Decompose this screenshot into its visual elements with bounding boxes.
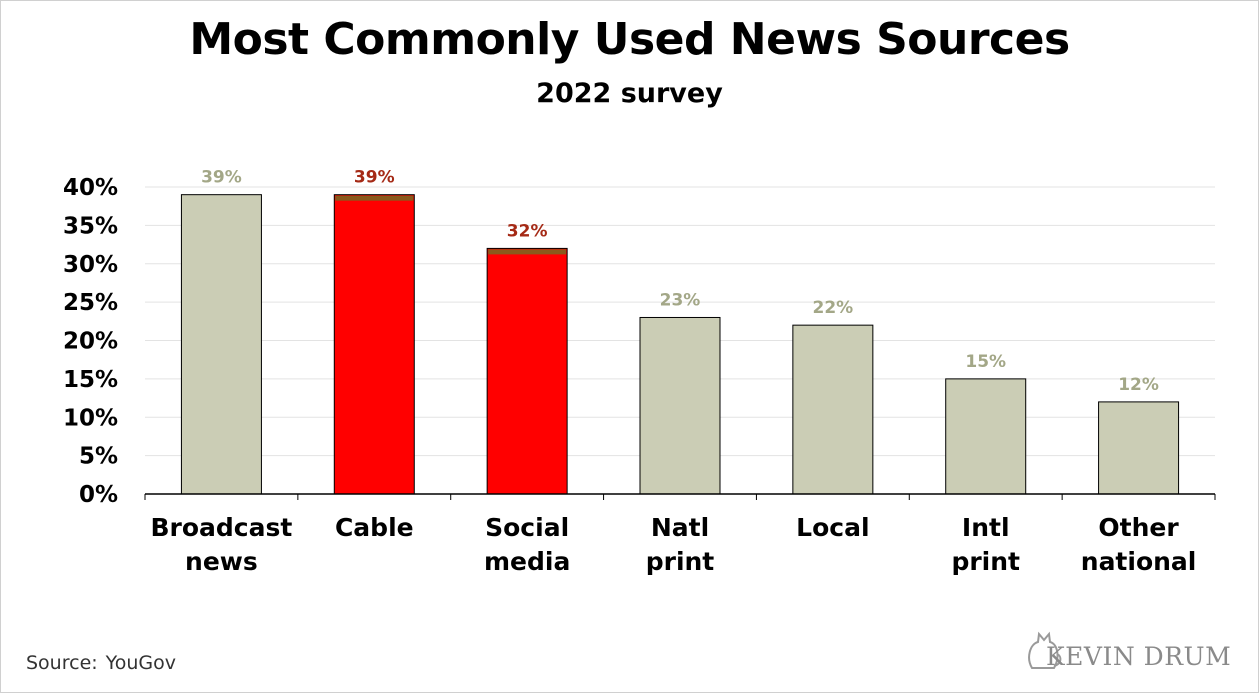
logo: KEVIN DRUM xyxy=(1024,628,1231,678)
category-label: Social xyxy=(485,513,569,542)
data-label: 12% xyxy=(1118,375,1159,395)
category-label: Local xyxy=(796,513,869,542)
data-label: 22% xyxy=(813,298,854,318)
category-label: national xyxy=(1081,547,1197,576)
y-tick-label: 40% xyxy=(63,175,118,201)
bar xyxy=(945,378,1027,495)
bar xyxy=(180,194,262,495)
chart-subtitle: 2022 survey xyxy=(536,78,723,109)
category-label: print xyxy=(951,547,1020,576)
source-value: YouGov xyxy=(105,652,177,674)
bar xyxy=(1098,401,1180,495)
y-tick-label: 20% xyxy=(63,329,118,355)
logo-text: KEVIN DRUM xyxy=(1046,642,1232,671)
y-tick-label: 15% xyxy=(63,367,118,393)
category-label: media xyxy=(484,547,570,576)
category-label: Cable xyxy=(335,513,414,542)
bar xyxy=(486,247,568,495)
y-tick-label: 30% xyxy=(63,252,118,278)
data-label: 32% xyxy=(507,221,548,241)
category-label: Broadcast xyxy=(150,513,292,542)
data-label: 39% xyxy=(201,168,242,188)
bar-top-band xyxy=(335,195,414,201)
category-label: Other xyxy=(1098,513,1179,542)
y-tick-label: 25% xyxy=(63,290,118,316)
category-label: Natl xyxy=(651,513,709,542)
category-label: Intl xyxy=(962,513,1010,542)
y-tick-label: 35% xyxy=(63,213,118,239)
data-label: 23% xyxy=(660,290,701,310)
y-tick-label: 5% xyxy=(79,444,118,470)
data-label: 15% xyxy=(965,352,1006,372)
cat-icon xyxy=(1028,631,1062,669)
chart-title: Most Commonly Used News Sources xyxy=(189,14,1070,65)
bar-top-band xyxy=(488,249,567,255)
bar xyxy=(639,316,721,495)
source-note: Source: YouGov xyxy=(26,652,176,674)
y-tick-label: 10% xyxy=(63,405,118,431)
bar xyxy=(333,194,415,495)
y-tick-label: 0% xyxy=(79,482,118,508)
category-label: news xyxy=(185,547,258,576)
data-label: 39% xyxy=(354,168,395,188)
category-label: print xyxy=(646,547,715,576)
bar xyxy=(792,324,874,495)
source-label: Source: xyxy=(26,652,98,674)
